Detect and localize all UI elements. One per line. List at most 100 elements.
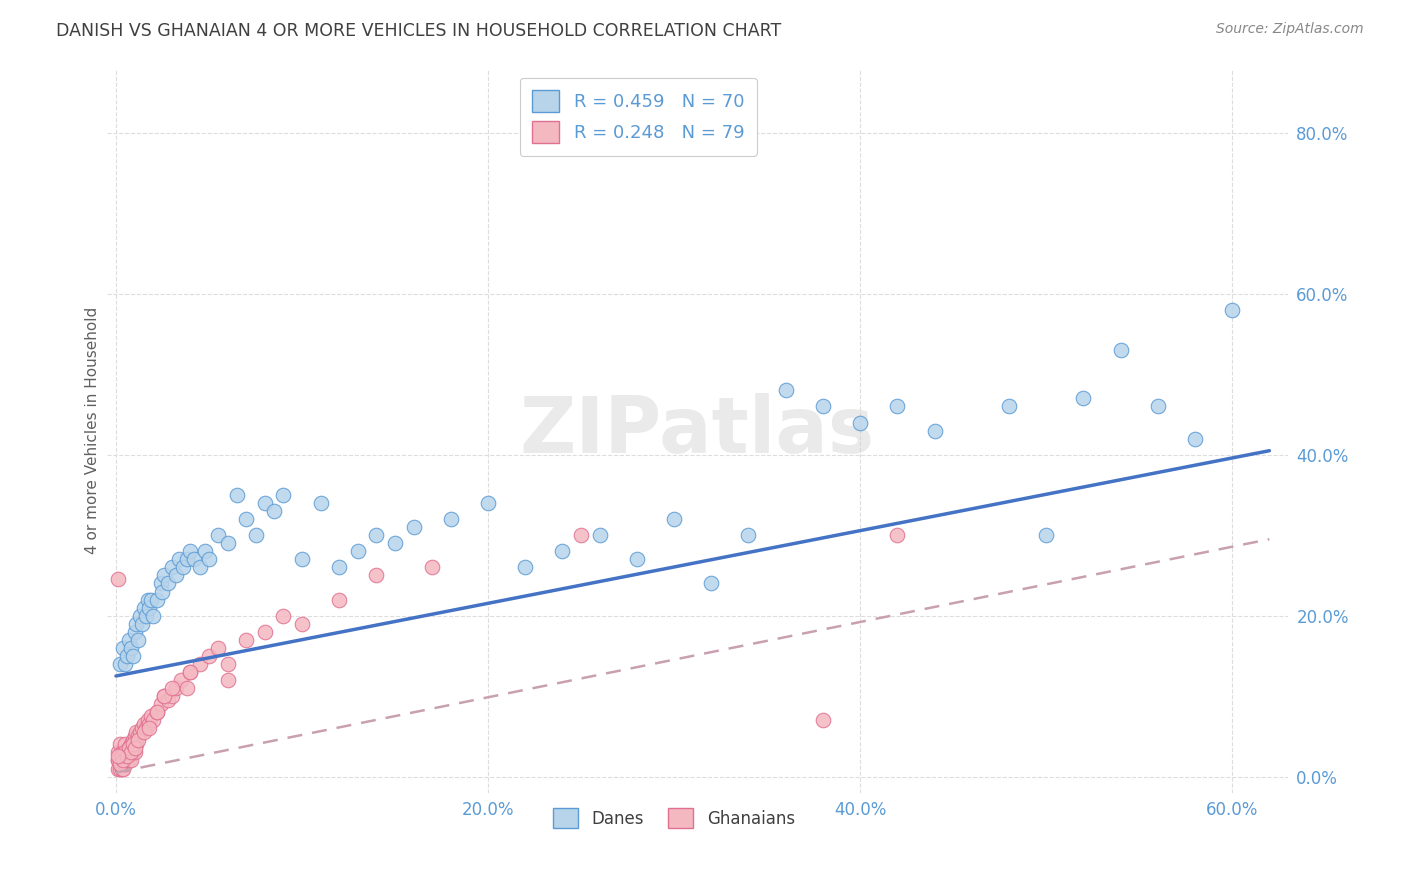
Point	[157, 576, 180, 591]
Legend: Danes, Ghanaians: Danes, Ghanaians	[546, 801, 801, 835]
Point	[131, 616, 153, 631]
Point	[291, 552, 314, 566]
Point	[108, 762, 131, 776]
Point	[366, 568, 388, 582]
Point	[849, 416, 872, 430]
Point	[157, 693, 180, 707]
Point	[291, 616, 314, 631]
Y-axis label: 4 or more Vehicles in Household: 4 or more Vehicles in Household	[86, 307, 100, 554]
Text: DANISH VS GHANAIAN 4 OR MORE VEHICLES IN HOUSEHOLD CORRELATION CHART: DANISH VS GHANAIAN 4 OR MORE VEHICLES IN…	[56, 22, 782, 40]
Point	[124, 741, 146, 756]
Point	[132, 717, 155, 731]
Point	[114, 749, 136, 764]
Point	[146, 592, 169, 607]
Point	[515, 560, 537, 574]
Point	[366, 528, 388, 542]
Point	[120, 746, 142, 760]
Point	[775, 384, 797, 398]
Point	[118, 741, 141, 756]
Point	[165, 681, 187, 695]
Point	[402, 520, 425, 534]
Point	[998, 400, 1021, 414]
Point	[129, 725, 152, 739]
Text: Source: ZipAtlas.com: Source: ZipAtlas.com	[1216, 22, 1364, 37]
Point	[107, 762, 129, 776]
Point	[253, 624, 276, 639]
Point	[737, 528, 759, 542]
Point	[124, 729, 146, 743]
Point	[108, 757, 131, 772]
Point	[108, 738, 131, 752]
Point	[118, 741, 141, 756]
Point	[477, 496, 499, 510]
Point	[1073, 392, 1095, 406]
Point	[253, 496, 276, 510]
Point	[440, 512, 463, 526]
Point	[115, 746, 138, 760]
Point	[110, 762, 132, 776]
Point	[112, 640, 135, 655]
Point	[135, 608, 157, 623]
Point	[384, 536, 406, 550]
Point	[138, 721, 160, 735]
Point	[114, 657, 136, 671]
Point	[112, 762, 135, 776]
Point	[207, 640, 229, 655]
Point	[121, 746, 143, 760]
Point	[551, 544, 574, 558]
Point	[146, 705, 169, 719]
Point	[121, 648, 143, 663]
Point	[153, 689, 176, 703]
Point	[886, 528, 908, 542]
Point	[107, 749, 129, 764]
Point	[127, 729, 149, 743]
Point	[124, 624, 146, 639]
Point	[811, 713, 834, 727]
Point	[811, 400, 834, 414]
Point	[328, 592, 350, 607]
Point	[114, 749, 136, 764]
Point	[141, 709, 163, 723]
Point	[179, 665, 201, 679]
Point	[131, 721, 153, 735]
Point	[924, 424, 946, 438]
Point	[114, 738, 136, 752]
Point	[176, 681, 198, 695]
Point	[107, 573, 129, 587]
Point	[132, 600, 155, 615]
Point	[160, 689, 183, 703]
Point	[112, 754, 135, 768]
Point	[107, 746, 129, 760]
Point	[115, 648, 138, 663]
Point	[120, 640, 142, 655]
Point	[141, 592, 163, 607]
Point	[125, 616, 148, 631]
Point	[179, 665, 201, 679]
Point	[142, 608, 165, 623]
Point	[152, 584, 174, 599]
Point	[112, 754, 135, 768]
Point	[662, 512, 685, 526]
Point	[118, 754, 141, 768]
Point	[1184, 432, 1206, 446]
Point	[198, 648, 221, 663]
Point	[114, 757, 136, 772]
Point	[328, 560, 350, 574]
Point	[235, 512, 257, 526]
Point	[138, 600, 160, 615]
Point	[138, 717, 160, 731]
Point	[118, 632, 141, 647]
Point	[194, 544, 217, 558]
Point	[167, 552, 190, 566]
Point	[235, 632, 257, 647]
Point	[129, 608, 152, 623]
Point	[217, 657, 239, 671]
Point	[273, 608, 295, 623]
Point	[188, 560, 211, 574]
Point	[263, 504, 285, 518]
Point	[160, 560, 183, 574]
Point	[114, 746, 136, 760]
Point	[149, 697, 172, 711]
Point	[110, 749, 132, 764]
Point	[179, 544, 201, 558]
